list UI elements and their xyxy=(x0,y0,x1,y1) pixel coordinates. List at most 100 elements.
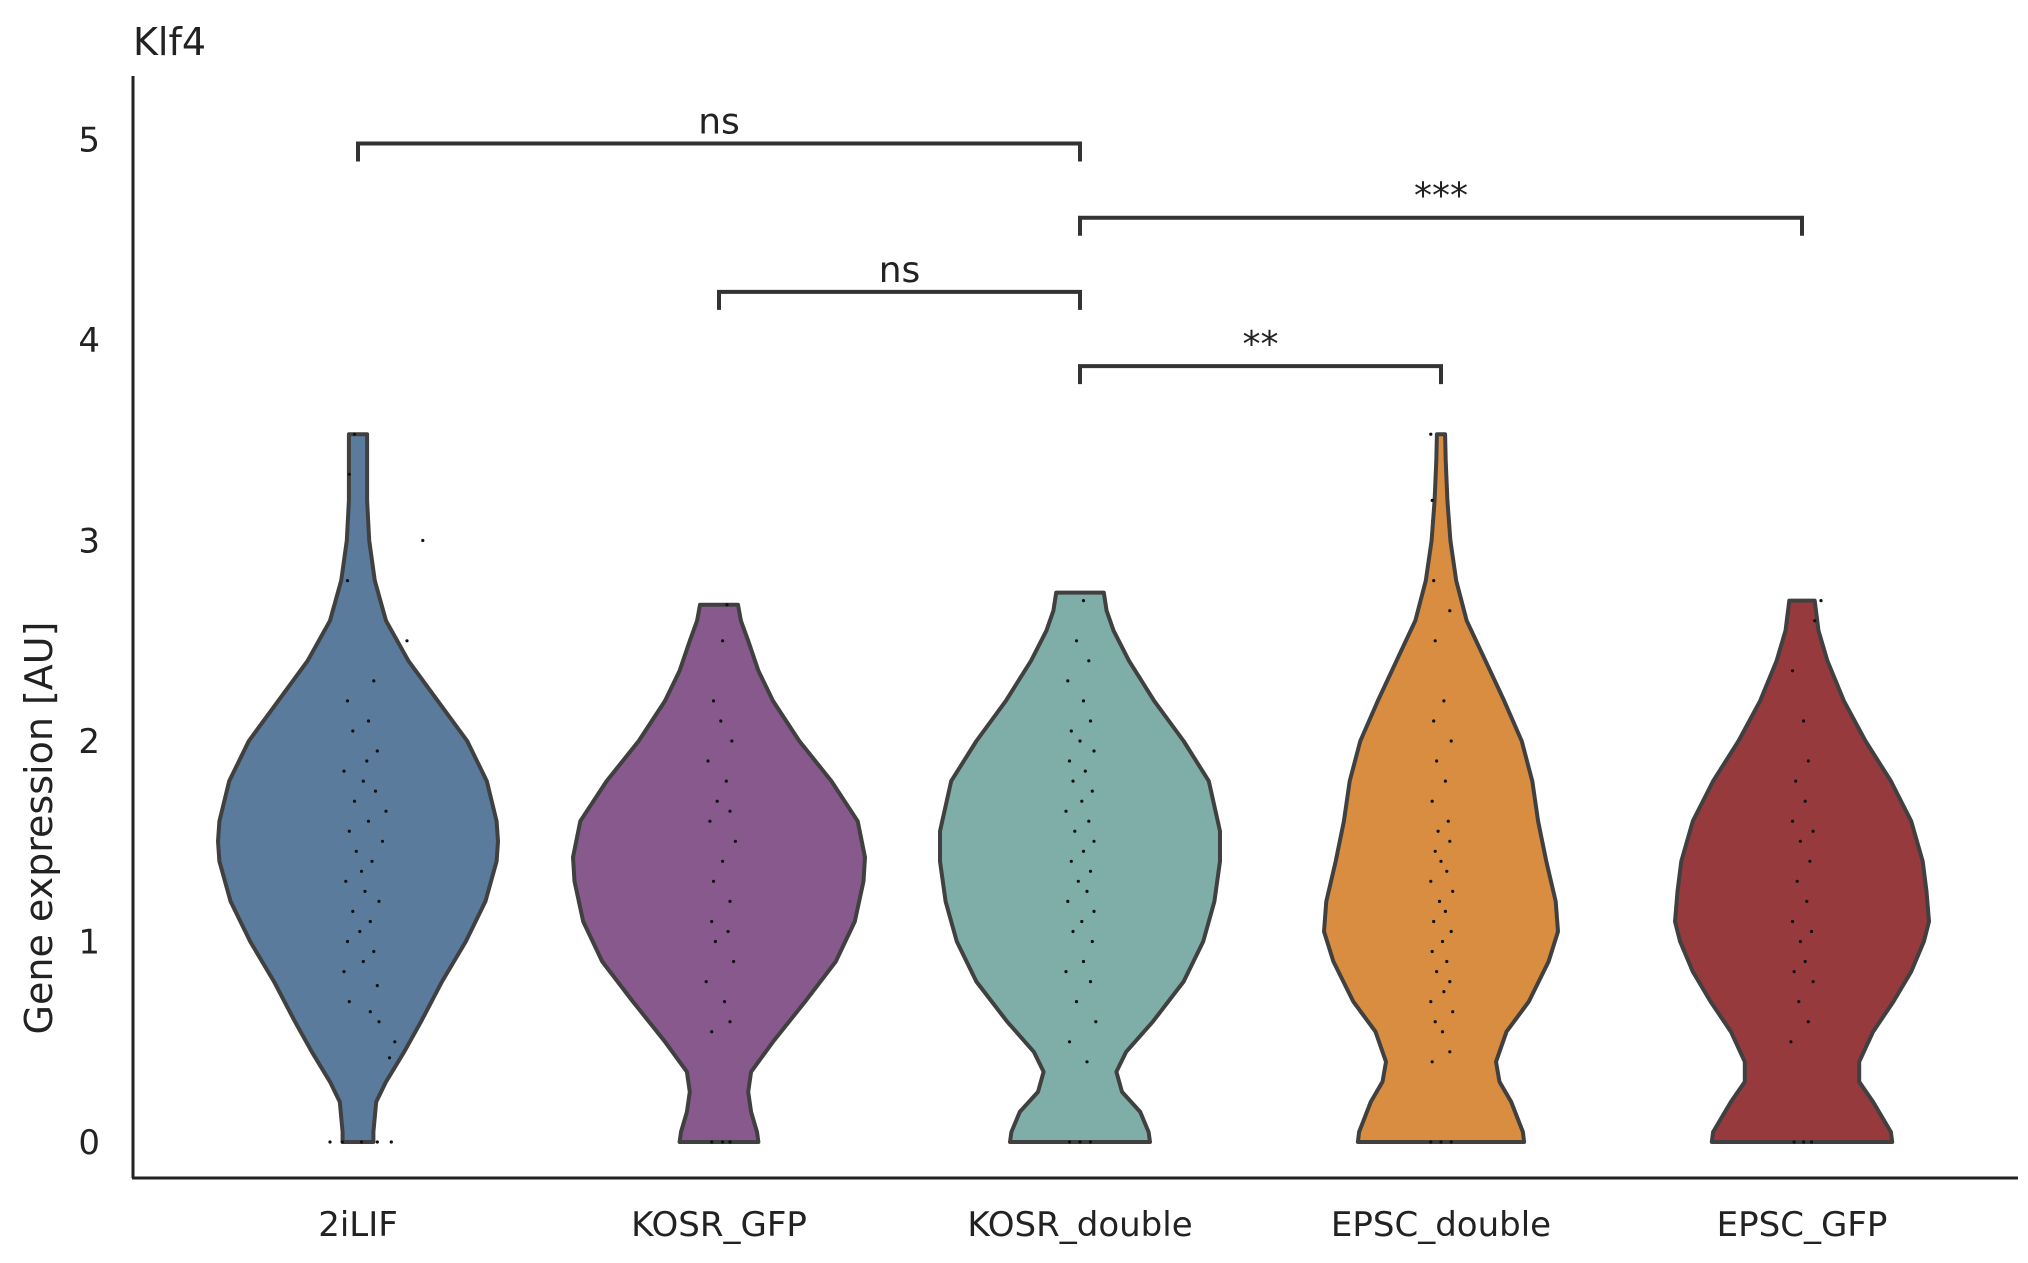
significance-bracket: ns xyxy=(356,102,1082,162)
data-point xyxy=(1090,789,1094,793)
data-point xyxy=(359,1140,364,1144)
data-point xyxy=(377,1020,381,1024)
data-point xyxy=(710,919,714,924)
data-point xyxy=(721,859,725,863)
data-point xyxy=(1442,990,1446,994)
data-point xyxy=(354,849,358,853)
data-point xyxy=(1445,869,1449,873)
data-point xyxy=(368,919,372,924)
data-point xyxy=(372,679,376,683)
y-axis-label: Gene expression [AU] xyxy=(17,622,61,1035)
data-point xyxy=(1439,1140,1443,1144)
data-point xyxy=(1789,1040,1793,1044)
axes-layer xyxy=(131,76,2018,1180)
data-point xyxy=(1074,1000,1079,1004)
data-point xyxy=(1797,1000,1801,1004)
data-point xyxy=(713,939,718,944)
data-point xyxy=(1794,779,1798,783)
data-point xyxy=(380,839,385,843)
data-point xyxy=(1432,719,1436,723)
data-point xyxy=(1433,849,1437,853)
significance-bracket: ns xyxy=(717,250,1082,310)
data-point xyxy=(352,799,357,803)
data-point xyxy=(361,959,365,964)
data-point xyxy=(1792,970,1796,974)
data-point xyxy=(708,819,712,823)
data-point xyxy=(1440,939,1445,944)
data-point xyxy=(719,719,723,723)
significance-label: ns xyxy=(879,250,921,291)
data-point xyxy=(721,1140,725,1144)
data-point xyxy=(1451,889,1455,894)
violin-body xyxy=(1673,598,1931,1144)
data-point xyxy=(366,719,371,723)
data-point xyxy=(1085,889,1089,894)
x-ticks: 2iLIF KOSR_GFP KOSR_double EPSC_double EPSC_… xyxy=(318,1205,1887,1245)
data-point xyxy=(728,1140,732,1144)
data-point xyxy=(1803,799,1807,803)
data-point xyxy=(1809,1140,1814,1144)
data-point xyxy=(1429,432,1433,436)
x-tick-label: EPSC_GFP xyxy=(1717,1205,1888,1245)
data-point xyxy=(1069,729,1073,733)
data-point xyxy=(1435,970,1439,974)
data-point xyxy=(1430,498,1434,502)
data-point xyxy=(351,909,355,914)
data-point xyxy=(1790,919,1795,924)
x-tick-label: KOSR_double xyxy=(967,1205,1192,1245)
data-point xyxy=(1449,929,1453,934)
data-point xyxy=(359,869,364,873)
significance-bracket: ** xyxy=(1078,324,1443,385)
y-tick-label: 5 xyxy=(78,121,100,161)
data-point xyxy=(725,603,729,607)
data-point xyxy=(1064,809,1068,813)
data-point xyxy=(347,1000,351,1004)
data-point xyxy=(1429,1140,1433,1144)
violin-body xyxy=(938,590,1222,1144)
data-point xyxy=(1430,799,1434,803)
data-point xyxy=(1433,639,1437,643)
data-point xyxy=(1433,1020,1437,1024)
data-point xyxy=(421,538,425,543)
data-point xyxy=(728,809,732,813)
data-point xyxy=(1819,599,1823,603)
data-point xyxy=(375,1140,379,1144)
data-point xyxy=(1448,839,1452,843)
data-point xyxy=(1798,839,1802,843)
data-point xyxy=(1088,869,1093,873)
data-point xyxy=(1811,980,1815,984)
data-point xyxy=(344,879,348,883)
data-point xyxy=(1813,619,1817,623)
data-point xyxy=(1090,939,1094,944)
data-point xyxy=(1088,980,1093,984)
data-point xyxy=(351,729,355,733)
data-point xyxy=(345,699,350,703)
data-point xyxy=(1064,970,1068,974)
data-point xyxy=(373,789,378,793)
data-point xyxy=(1432,919,1436,924)
data-point xyxy=(1088,719,1093,723)
data-point xyxy=(370,859,374,863)
data-point xyxy=(1080,799,1084,803)
data-point xyxy=(375,984,379,988)
chart-title: Klf4 xyxy=(133,20,206,64)
y-tick-label: 3 xyxy=(78,522,100,562)
data-point xyxy=(1448,1050,1452,1054)
data-point xyxy=(711,879,716,883)
data-point xyxy=(377,899,381,904)
data-point xyxy=(1440,1030,1445,1034)
data-point xyxy=(340,1140,344,1144)
data-point xyxy=(1067,1040,1072,1044)
y-tick-label: 4 xyxy=(78,321,100,361)
data-point xyxy=(1073,829,1077,833)
bracket-line xyxy=(717,289,1082,310)
data-point xyxy=(1449,1140,1453,1144)
data-point xyxy=(1087,819,1091,823)
data-point xyxy=(1076,879,1080,883)
data-point xyxy=(358,929,362,934)
data-point xyxy=(710,1140,714,1144)
data-point xyxy=(1074,639,1079,643)
data-point xyxy=(1081,699,1086,703)
data-point xyxy=(706,759,710,763)
violin-KOSR_GFP xyxy=(571,602,867,1144)
